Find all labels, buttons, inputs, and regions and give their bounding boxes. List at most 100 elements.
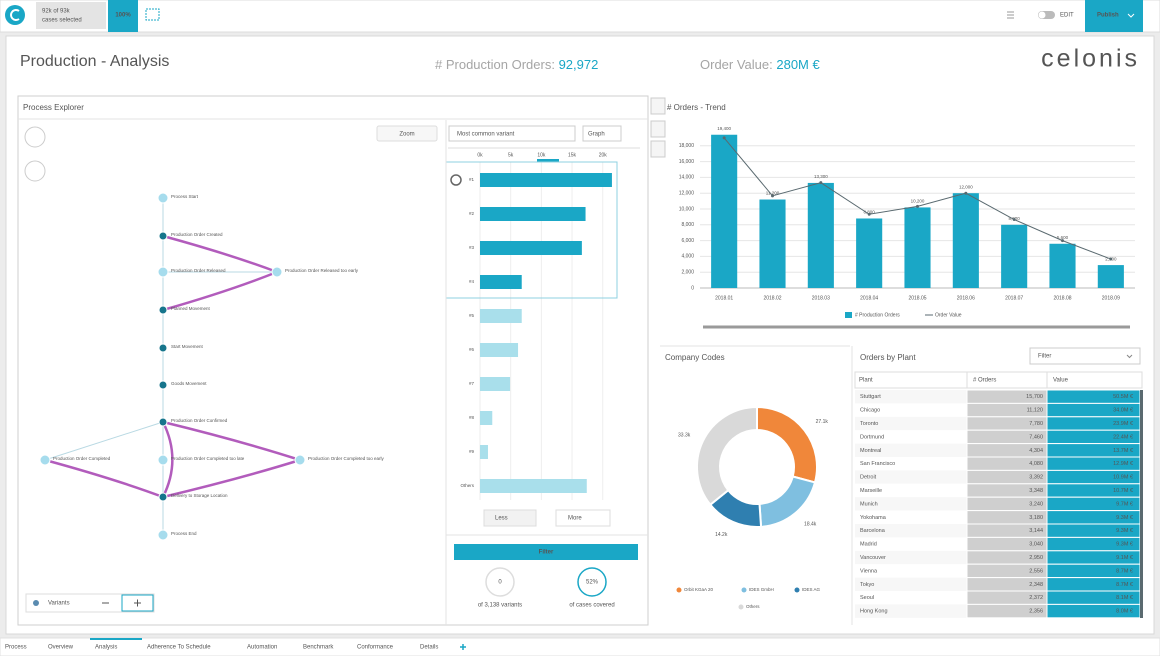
less-button[interactable] bbox=[483, 509, 537, 527]
table-cell: 3,348 bbox=[1029, 488, 1043, 494]
slice-label: 27.1k bbox=[816, 419, 829, 425]
view-select[interactable] bbox=[582, 125, 622, 142]
bar[interactable] bbox=[711, 134, 738, 288]
process-node[interactable] bbox=[158, 231, 168, 241]
bar[interactable] bbox=[952, 193, 979, 288]
publish-label[interactable]: Publish bbox=[1097, 13, 1119, 19]
process-node[interactable] bbox=[157, 192, 169, 204]
tab[interactable]: Conformance bbox=[357, 645, 394, 651]
tool-button[interactable] bbox=[24, 126, 46, 148]
legend-swatch bbox=[845, 312, 852, 318]
side-tool[interactable] bbox=[650, 97, 666, 115]
table-cell: Marseille bbox=[860, 488, 882, 494]
side-tool[interactable] bbox=[650, 120, 666, 138]
slice-label: 33.3k bbox=[678, 432, 691, 438]
tab[interactable]: Process bbox=[5, 645, 27, 651]
table-cell: 15,700 bbox=[1026, 394, 1043, 400]
process-node[interactable] bbox=[39, 454, 51, 466]
variant-bar[interactable] bbox=[480, 445, 488, 459]
select-all[interactable] bbox=[450, 174, 462, 186]
table-cell: 22.4M € bbox=[1113, 434, 1133, 440]
legend-label[interactable]: Order Value bbox=[935, 312, 962, 318]
data-label: 13,300 bbox=[814, 174, 828, 179]
tab[interactable]: Benchmark bbox=[303, 645, 334, 651]
table-cell: 8.7M € bbox=[1116, 568, 1133, 574]
tab[interactable]: Details bbox=[420, 645, 438, 651]
legend-label[interactable]: IDES GmbH bbox=[749, 587, 774, 592]
menu-icon[interactable] bbox=[1007, 11, 1014, 19]
side-tool[interactable] bbox=[650, 140, 666, 158]
table-cell: 3,180 bbox=[1029, 515, 1043, 521]
bar[interactable] bbox=[807, 182, 834, 288]
bar[interactable] bbox=[1001, 224, 1028, 288]
zoom-control[interactable] bbox=[376, 125, 438, 142]
publish-button[interactable] bbox=[1085, 0, 1143, 32]
variant-bar[interactable] bbox=[480, 411, 493, 425]
variant-select[interactable] bbox=[448, 125, 576, 142]
process-node[interactable] bbox=[271, 266, 283, 278]
donut-slice[interactable] bbox=[696, 405, 758, 507]
dropdown-arrow bbox=[1126, 354, 1133, 359]
process-node[interactable] bbox=[158, 417, 168, 427]
tab[interactable]: Automation bbox=[247, 645, 277, 651]
legend-label[interactable]: Orbit KGaA 20 bbox=[684, 587, 714, 592]
tab[interactable]: Overview bbox=[48, 645, 74, 651]
table-cell: 2,372 bbox=[1029, 595, 1043, 601]
process-node-label: Production Order Created bbox=[171, 232, 223, 237]
line-point bbox=[1109, 257, 1113, 261]
variant-bar[interactable] bbox=[480, 241, 582, 255]
x-tick-label: 2018.08 bbox=[1053, 295, 1071, 301]
row-cell bbox=[855, 403, 967, 417]
row-cell bbox=[855, 390, 967, 404]
table-cell: Barcelona bbox=[860, 528, 886, 534]
tool-button[interactable] bbox=[24, 160, 46, 182]
process-node[interactable] bbox=[294, 454, 306, 466]
x-tick-label: 2018.07 bbox=[1005, 295, 1023, 301]
table-cell: Chicago bbox=[860, 408, 880, 414]
table-header-cell[interactable] bbox=[1046, 371, 1143, 389]
filter-select[interactable] bbox=[1029, 347, 1141, 365]
variant-bar[interactable] bbox=[480, 377, 511, 391]
select-icon[interactable] bbox=[145, 8, 160, 21]
process-node[interactable] bbox=[158, 380, 168, 390]
variant-bar[interactable] bbox=[480, 207, 586, 221]
variant-bar[interactable] bbox=[480, 309, 522, 323]
add-tab-icon[interactable] bbox=[460, 644, 466, 650]
tab[interactable]: Analysis bbox=[95, 645, 117, 651]
process-node[interactable] bbox=[158, 305, 168, 315]
variants-icon bbox=[33, 600, 39, 606]
y-tick-label: 0 bbox=[691, 285, 694, 291]
bar[interactable] bbox=[1049, 243, 1076, 288]
process-node-label: Production Order Confirmed bbox=[171, 418, 228, 423]
filter-label[interactable]: Filter bbox=[539, 550, 554, 556]
filter-button[interactable] bbox=[454, 544, 638, 560]
variants-label: Variants bbox=[48, 601, 70, 607]
process-node[interactable] bbox=[158, 492, 168, 502]
process-node[interactable] bbox=[158, 343, 168, 353]
variant-bar[interactable] bbox=[480, 173, 612, 187]
legend-label[interactable]: # Production Orders bbox=[855, 312, 900, 318]
table-cell: 9.3M € bbox=[1116, 515, 1133, 521]
table-cell: Stuttgart bbox=[860, 394, 881, 400]
bar[interactable] bbox=[904, 207, 931, 288]
process-edge-main bbox=[162, 234, 278, 274]
more-button[interactable] bbox=[555, 509, 611, 527]
process-node[interactable] bbox=[157, 454, 169, 466]
x-tick-label: 2018.02 bbox=[763, 295, 781, 301]
bar[interactable] bbox=[1097, 265, 1124, 288]
process-node[interactable] bbox=[157, 266, 169, 278]
row-cell bbox=[855, 564, 967, 578]
tab[interactable]: Adherence To Schedule bbox=[147, 645, 211, 651]
edit-toggle-knob bbox=[1038, 11, 1046, 19]
variant-bar[interactable] bbox=[480, 343, 519, 357]
variant-bar[interactable] bbox=[480, 479, 587, 493]
legend-label[interactable]: Others bbox=[746, 604, 760, 609]
process-node[interactable] bbox=[157, 529, 169, 541]
bar[interactable] bbox=[856, 218, 883, 288]
legend-label[interactable]: IDES AG bbox=[802, 587, 821, 592]
data-label: 12,000 bbox=[959, 184, 973, 189]
variant-label: #9 bbox=[469, 449, 475, 454]
bar[interactable] bbox=[759, 199, 786, 288]
stat-ring bbox=[485, 567, 515, 597]
variant-bar[interactable] bbox=[480, 275, 522, 289]
